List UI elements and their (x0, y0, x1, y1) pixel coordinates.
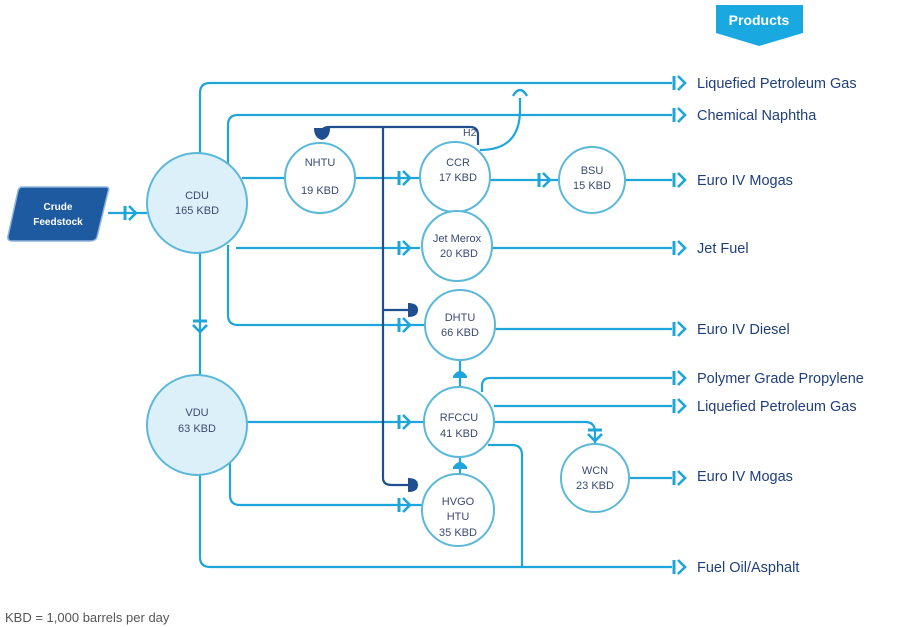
valve-icon (452, 370, 468, 378)
flow-lines (108, 81, 672, 569)
svg-text:63 KBD: 63 KBD (178, 423, 216, 435)
svg-text:HTU: HTU (447, 511, 470, 523)
svg-text:41 KBD: 41 KBD (440, 428, 478, 440)
product-valve-icon (672, 74, 687, 92)
crossover-icon (511, 88, 529, 97)
svg-text:17 KBD: 17 KBD (439, 172, 477, 184)
product-valve-icon (672, 469, 687, 487)
product-valve-icon (672, 239, 687, 257)
svg-text:165 KBD: 165 KBD (175, 205, 219, 217)
product-list: Liquefied Petroleum Gas Chemical Naphtha… (697, 76, 864, 576)
h2-valve-hvgo (408, 478, 418, 492)
product-valve-icon (672, 320, 687, 338)
svg-text:66 KBD: 66 KBD (441, 327, 479, 339)
h2-valve-nhtu (314, 128, 330, 140)
product-chemical-naphtha: Chemical Naphtha (697, 108, 817, 124)
product-euro-iv-mogas-2: Euro IV Mogas (697, 469, 793, 485)
product-jet-fuel: Jet Fuel (697, 241, 749, 257)
unit-bsu: BSU 15 KBD (558, 146, 626, 214)
svg-text:15 KBD: 15 KBD (573, 180, 611, 192)
products-banner: Products (716, 5, 803, 46)
svg-text:CCR: CCR (446, 157, 470, 169)
product-euro-iv-mogas: Euro IV Mogas (697, 173, 793, 189)
svg-text:BSU: BSU (581, 165, 604, 177)
product-fuel-oil-asphalt: Fuel Oil/Asphalt (697, 560, 799, 576)
svg-text:VDU: VDU (185, 407, 208, 419)
unit-jet-merox: Jet Merox 20 KBD (421, 210, 493, 282)
product-lpg-2: Liquefied Petroleum Gas (697, 399, 857, 415)
svg-text:19 KBD: 19 KBD (301, 185, 339, 197)
svg-text:Feedstock: Feedstock (33, 217, 83, 228)
h2-valve-dhtu (408, 303, 418, 317)
unit-vdu: VDU 63 KBD (146, 374, 248, 476)
h2-label: H2 (463, 127, 477, 139)
product-valve-icon (672, 397, 687, 415)
svg-text:HVGO: HVGO (442, 496, 475, 508)
footnote: KBD = 1,000 barrels per day (5, 610, 170, 625)
svg-text:CDU: CDU (185, 190, 209, 202)
product-valve-icon (672, 369, 687, 387)
svg-text:Crude: Crude (44, 202, 73, 213)
unit-hvgo-htu: HVGO HTU 35 KBD (421, 473, 495, 547)
valve-icon (452, 461, 468, 469)
product-valve-icon (672, 558, 687, 576)
product-polymer-grade-propylene: Polymer Grade Propylene (697, 371, 864, 387)
crude-feedstock: Crude Feedstock (7, 186, 110, 242)
svg-text:DHTU: DHTU (445, 312, 476, 324)
svg-text:RFCCU: RFCCU (440, 412, 479, 424)
unit-dhtu: DHTU 66 KBD (424, 289, 496, 361)
product-valve-icon (672, 106, 687, 124)
products-label: Products (729, 12, 790, 28)
hydrogen-lines: H2 (314, 125, 480, 492)
svg-text:35 KBD: 35 KBD (439, 527, 477, 539)
product-valve-icon (672, 171, 687, 189)
flow-valves (123, 74, 687, 576)
unit-wcn: WCN 23 KBD (560, 443, 630, 513)
product-euro-iv-diesel: Euro IV Diesel (697, 322, 790, 338)
svg-text:23 KBD: 23 KBD (576, 480, 614, 492)
unit-cdu: CDU 165 KBD (146, 152, 248, 254)
svg-text:WCN: WCN (582, 465, 608, 477)
unit-nhtu: NHTU 19 KBD (284, 142, 356, 214)
unit-rfccu: RFCCU 41 KBD (423, 386, 495, 458)
svg-text:20 KBD: 20 KBD (440, 248, 478, 260)
product-lpg: Liquefied Petroleum Gas (697, 76, 857, 92)
svg-text:Jet Merox: Jet Merox (433, 233, 482, 245)
unit-ccr: CCR 17 KBD (419, 141, 491, 213)
svg-text:NHTU: NHTU (305, 157, 336, 169)
